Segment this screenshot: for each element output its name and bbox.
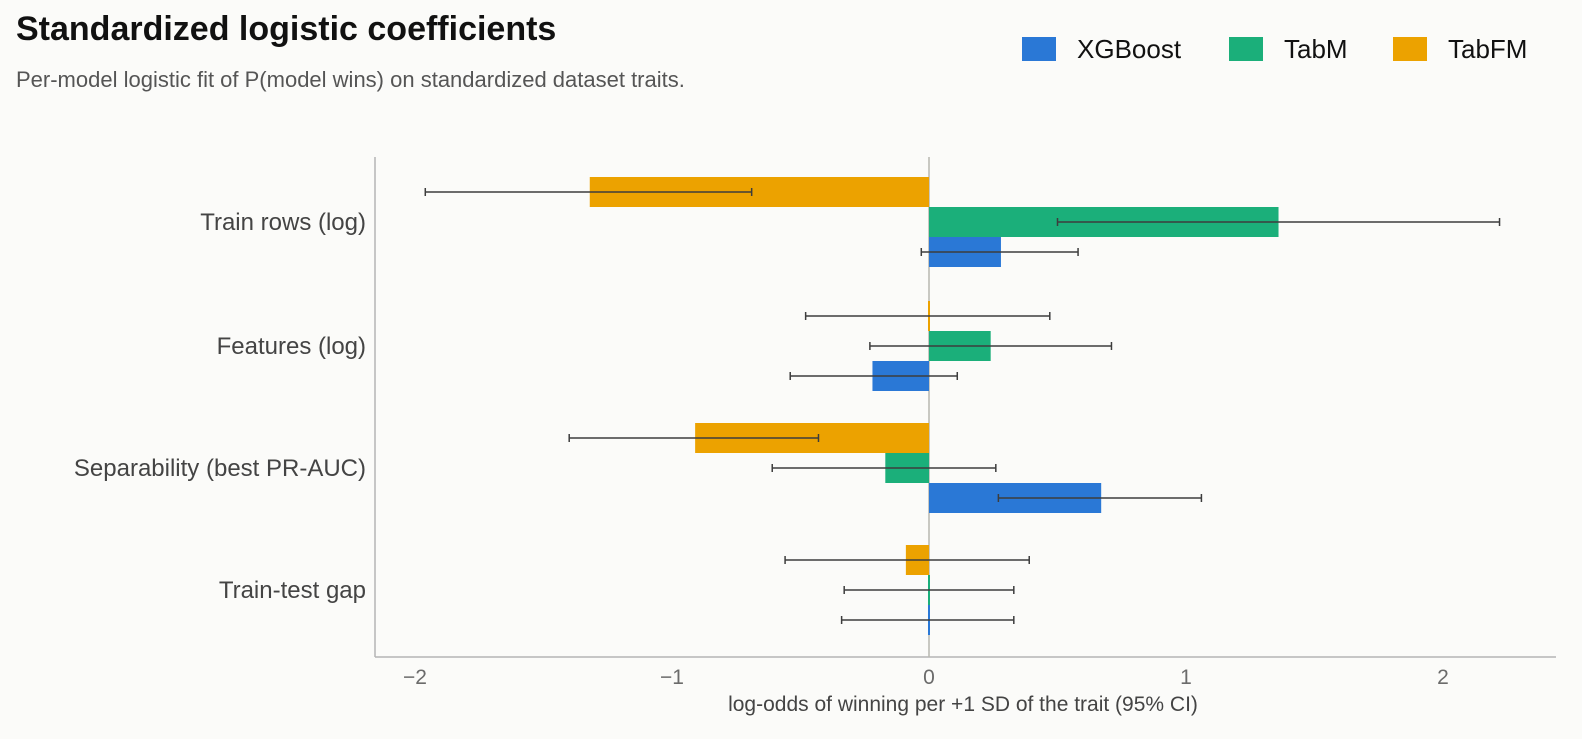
legend-label-tabm: TabM [1284,34,1348,64]
x-tick-label: −1 [660,666,684,689]
x-tick-label: 0 [923,666,935,689]
x-axis-label: log-odds of winning per +1 SD of the tra… [728,693,1198,716]
legend-swatch-tabfm [1393,37,1427,61]
category-label-train-rows-log: Train rows (log) [200,209,366,236]
legend-label-tabfm: TabFM [1448,34,1527,64]
bars [589,177,1279,635]
x-tick-label: 2 [1437,666,1449,689]
legend: XGBoost TabM TabFM [1022,34,1527,64]
chart-subtitle: Per-model logistic fit of P(model wins) … [16,67,685,92]
category-label-train-test-gap: Train-test gap [219,577,366,604]
category-label-separability-best-pr-auc: Separability (best PR-AUC) [74,455,366,482]
legend-label-xgboost: XGBoost [1077,34,1182,64]
legend-swatch-xgboost [1022,37,1056,61]
chart-title: Standardized logistic coefficients [16,10,557,48]
error-bars [424,188,1501,624]
x-tick-label: 1 [1180,666,1192,689]
axes: −2 −1 0 1 2 Train rows (log) Features (log) Sep… [74,157,1556,689]
legend-swatch-tabm [1229,37,1263,61]
x-tick-label: −2 [403,666,427,689]
category-label-features-log: Features (log) [217,333,366,360]
